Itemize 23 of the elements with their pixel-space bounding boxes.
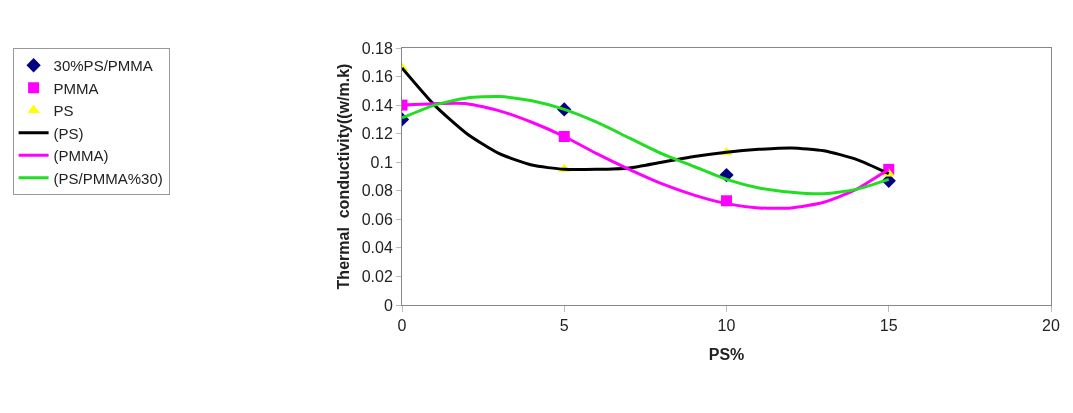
y-tick-label: 0.18 <box>361 39 393 57</box>
y-tick-label: 0.14 <box>361 96 393 114</box>
x-axis-title: PS% <box>708 345 745 363</box>
legend-label: (PS/PMMA%30) <box>53 169 163 187</box>
x-tick-label: 20 <box>1042 317 1060 335</box>
y-tick-label: 0.1 <box>370 153 393 171</box>
legend-label: 30%PS/PMMA <box>53 57 153 75</box>
y-tick-label: 0.16 <box>361 68 393 86</box>
y-tick-label: 0.02 <box>361 268 393 286</box>
legend-label: (PMMA) <box>53 147 109 165</box>
x-tick-label: 15 <box>879 317 898 335</box>
legend-label: PMMA <box>53 79 99 97</box>
legend-label: PS <box>53 102 74 120</box>
x-tick-label: 5 <box>559 317 569 335</box>
y-axis-title: Thermal conductivity((w/m.k) <box>334 63 352 290</box>
y-tick-label: 0.04 <box>361 239 393 257</box>
legend-label: (PS) <box>53 124 84 142</box>
y-tick-label: 0.08 <box>361 182 393 200</box>
y-tick-label: 0.12 <box>361 125 393 143</box>
x-tick-label: 0 <box>397 317 407 335</box>
y-tick-label: 0 <box>383 296 393 314</box>
x-tick-label: 10 <box>717 317 736 335</box>
y-tick-label: 0.06 <box>361 210 393 228</box>
